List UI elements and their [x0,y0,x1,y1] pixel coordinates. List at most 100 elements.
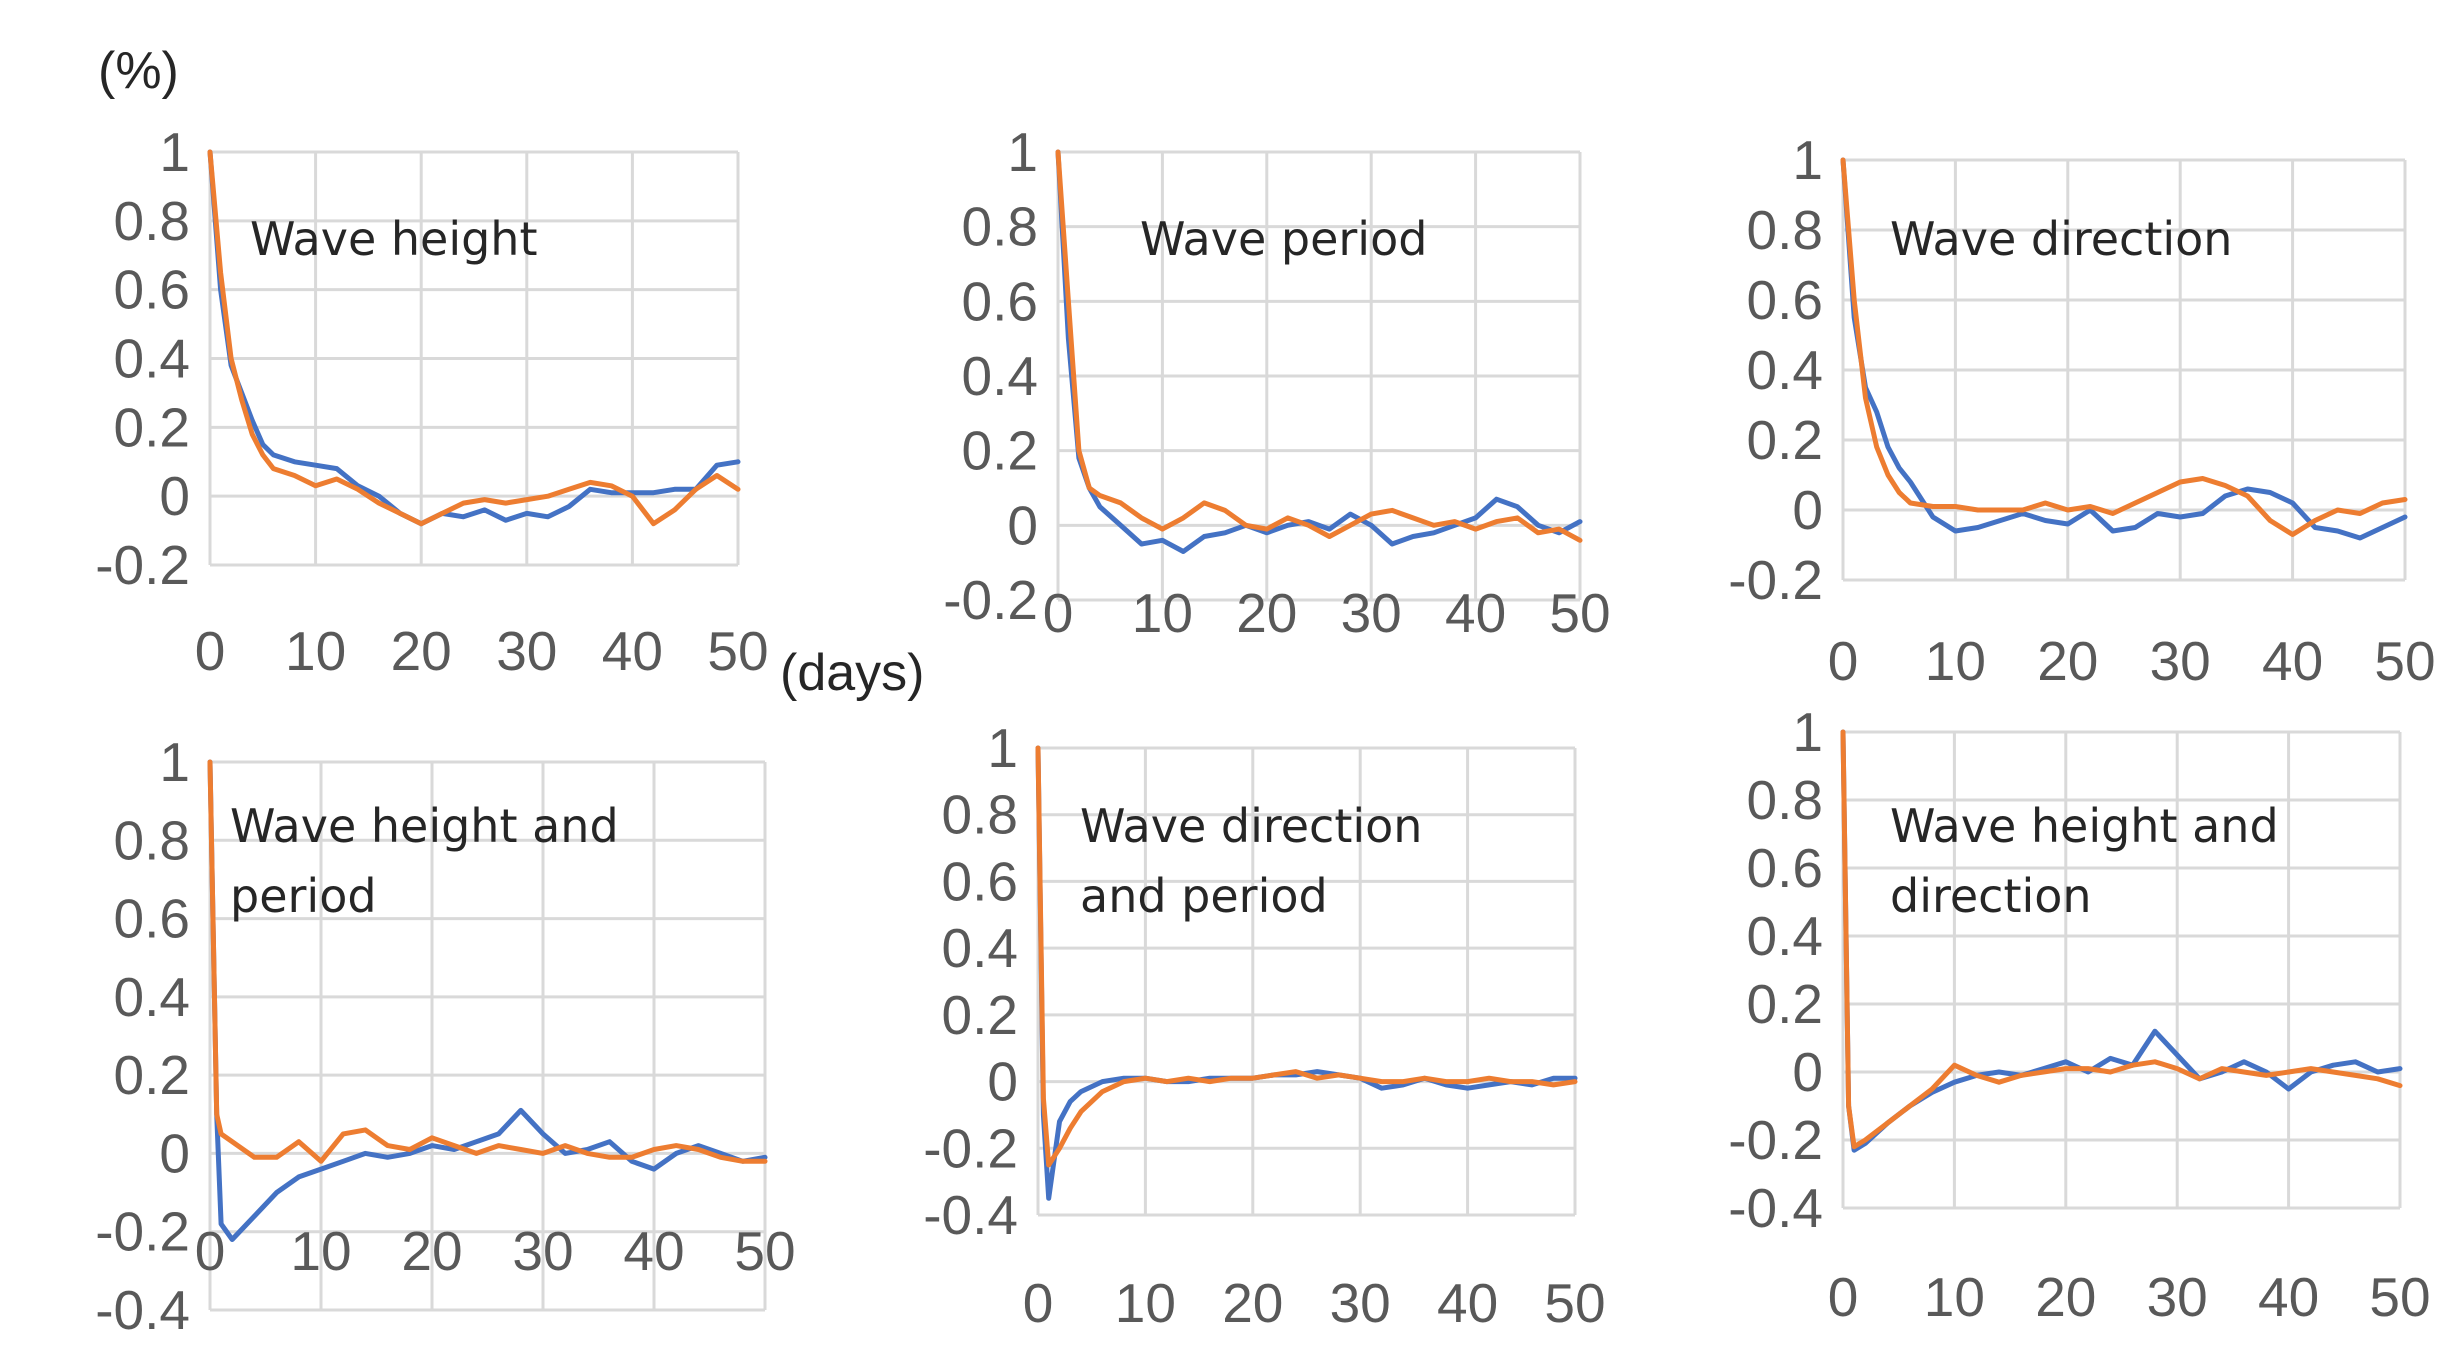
y-tick-label: 0.4 [1747,905,1823,967]
series-line-orange [1035,745,1578,1168]
y-tick-label: -0.4 [1728,1177,1823,1239]
panel-title: Wave height [250,212,538,266]
x-tick-label: 20 [1222,1272,1283,1334]
y-tick-label: -0.4 [923,1184,1018,1246]
panel-title: Wave direction [1890,212,2232,266]
y-tick-label: 1 [1792,701,1823,763]
y-tick-label: -0.2 [923,1117,1018,1179]
y-tick-label: 1 [987,717,1018,779]
x-tick-label: 20 [2035,1266,2096,1328]
x-tick-label: 30 [2147,1266,2208,1328]
x-tick-label: 20 [401,1220,462,1282]
y-tick-label: 0.4 [114,966,190,1028]
y-tick-label: 0.2 [1747,973,1823,1035]
y-tick-label: 0.4 [1747,339,1823,401]
series-line-blue [207,149,741,527]
panel-title: Wave height and [1890,799,2279,853]
x-tick-label: 0 [195,1220,226,1282]
y-tick-label: 1 [159,731,190,793]
x-tick-label: 30 [496,620,557,682]
series-line-orange [1840,729,2403,1150]
y-tick-label: 0 [159,465,190,527]
x-tick-label: 50 [734,1220,795,1282]
y-tick-label: 0.6 [1747,837,1823,899]
series-line-orange [207,149,741,527]
series-line-blue [1840,157,2408,541]
x-tick-label: 10 [1924,1266,1985,1328]
y-tick-label: 0.4 [942,917,1018,979]
x-tick-label: 30 [2150,630,2211,692]
x-tick-label: 20 [1236,582,1297,644]
x-tick-label: 0 [1828,1266,1859,1328]
x-tick-label: 40 [623,1220,684,1282]
y-tick-label: 0.2 [942,984,1018,1046]
series-line-orange [207,759,768,1164]
x-tick-label: 30 [512,1220,573,1282]
x-tick-label: 0 [1043,582,1074,644]
y-tick-label: 1 [1007,121,1038,183]
series-line-blue [1840,729,2403,1153]
series-line-orange [1055,149,1583,543]
x-tick-label: 50 [1549,582,1610,644]
y-tick-label: 0.6 [942,850,1018,912]
x-tick-label: 50 [707,620,768,682]
y-tick-label: -0.2 [95,1201,190,1263]
x-tick-label: 0 [195,620,226,682]
panel-title: period [230,869,377,923]
x-tick-label: 50 [2374,630,2435,692]
y-tick-label: -0.2 [95,534,190,596]
series-line-blue [207,759,768,1242]
x-tick-label: 40 [1445,582,1506,644]
y-tick-label: 0.8 [114,190,190,252]
y-tick-label: 0 [1007,494,1038,556]
x-tick-label: 40 [602,620,663,682]
y-unit-label: (%) [98,42,179,100]
x-tick-label: 0 [1828,630,1859,692]
x-tick-label: 20 [2037,630,2098,692]
y-tick-label: 0 [159,1122,190,1184]
x-tick-label: 30 [1330,1272,1391,1334]
y-tick-label: -0.2 [943,569,1038,631]
x-tick-label: 20 [391,620,452,682]
y-tick-label: 0.2 [1747,409,1823,471]
panel-title: direction [1890,869,2092,923]
y-tick-label: 0.2 [114,396,190,458]
panel-title: Wave height and [230,799,619,853]
y-tick-label: 0.8 [1747,199,1823,261]
y-tick-label: -0.2 [1728,549,1823,611]
y-tick-label: 0.8 [1747,769,1823,831]
y-tick-label: 0.6 [114,888,190,950]
x-tick-label: 10 [285,620,346,682]
x-tick-label: 0 [1023,1272,1054,1334]
y-tick-label: 0 [1792,479,1823,541]
x-tick-label: 50 [1544,1272,1605,1334]
y-tick-label: 0.8 [962,196,1038,258]
y-tick-label: 0 [1792,1041,1823,1103]
panel-title: Wave period [1140,212,1427,266]
y-tick-label: 1 [159,121,190,183]
x-tick-label: 40 [1437,1272,1498,1334]
y-tick-label: -0.2 [1728,1109,1823,1171]
x-tick-label: 30 [1341,582,1402,644]
x-unit-label: (days) [780,644,924,702]
y-tick-label: 0.6 [962,270,1038,332]
panel-title: Wave direction [1080,799,1422,853]
y-tick-label: 0.4 [962,345,1038,407]
x-tick-label: 40 [2262,630,2323,692]
y-tick-label: 0.2 [962,420,1038,482]
series-line-orange [1840,157,2408,537]
y-tick-label: -0.4 [95,1279,190,1341]
y-tick-label: 0.8 [114,809,190,871]
y-tick-label: 0.4 [114,328,190,390]
y-tick-label: 0.8 [942,784,1018,846]
x-tick-label: 10 [1132,582,1193,644]
panel-title: and period [1080,869,1328,923]
